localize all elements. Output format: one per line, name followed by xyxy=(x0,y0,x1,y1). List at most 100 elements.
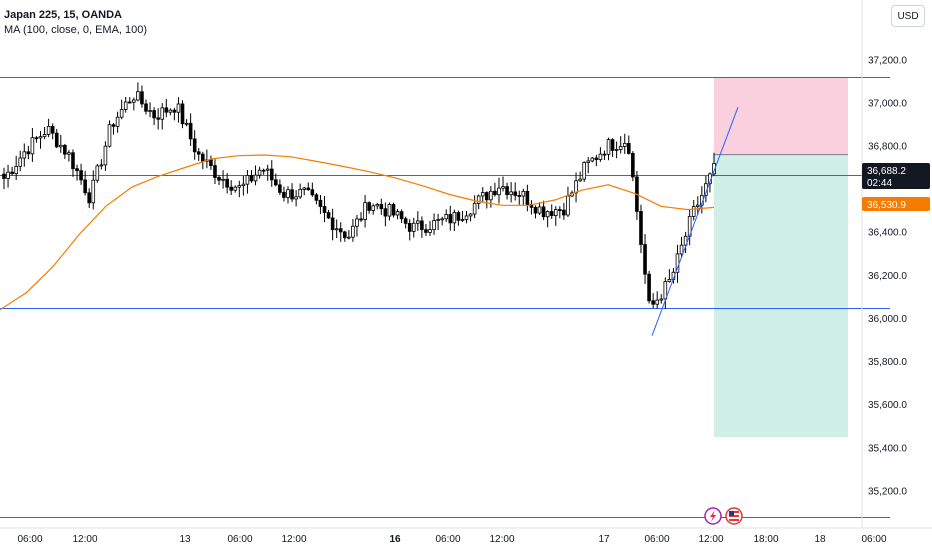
candle-body xyxy=(545,211,550,218)
lightning-event-icon[interactable] xyxy=(704,507,722,525)
time-tick-label: 16 xyxy=(389,534,401,545)
candle-body xyxy=(229,186,234,191)
candle-body xyxy=(334,228,339,231)
position-zones xyxy=(714,77,848,437)
time-tick-label: 18:00 xyxy=(753,534,778,545)
price-tag-countdown: 02:44 xyxy=(867,178,892,189)
price-tick-label: 35,600.0 xyxy=(868,400,907,411)
candle-body xyxy=(614,149,619,151)
ema-layer xyxy=(0,154,715,311)
candle-body xyxy=(562,209,566,216)
horizontal-levels xyxy=(0,77,890,518)
candle-body xyxy=(265,168,270,171)
candle-body xyxy=(249,175,254,182)
candle-body xyxy=(347,236,351,239)
candle-body xyxy=(480,192,485,197)
candle-body xyxy=(501,186,505,189)
candle-body xyxy=(456,212,461,221)
candle-body xyxy=(330,217,335,231)
candle-body xyxy=(290,189,294,200)
candle-body xyxy=(282,191,286,198)
candle-body xyxy=(387,204,392,217)
candle-body xyxy=(176,103,181,113)
trendline[interactable] xyxy=(651,107,739,336)
time-axis[interactable]: 06:00 12:00 13 06:00 12:00 16 06:00 12:00 17 06:0… xyxy=(17,534,886,545)
candle-body xyxy=(606,139,611,155)
candle-body xyxy=(10,171,14,174)
candle-body xyxy=(691,206,696,217)
candle-body xyxy=(63,144,67,155)
candle-body xyxy=(200,153,205,162)
candle-body xyxy=(517,195,522,197)
price-tick-label: 36,200.0 xyxy=(868,271,907,282)
candle-body xyxy=(375,204,380,207)
candle-body xyxy=(278,184,282,193)
candle-body xyxy=(75,168,79,172)
candle-body xyxy=(18,157,23,167)
candle-body xyxy=(395,211,400,216)
candle-body xyxy=(38,136,43,139)
candle-body xyxy=(436,219,440,221)
candle-body xyxy=(367,202,371,211)
candle-body xyxy=(79,170,83,181)
candle-body xyxy=(160,107,165,120)
time-tick-label: 06:00 xyxy=(435,534,460,545)
candle-body xyxy=(71,152,75,170)
us-flag-event-icon[interactable] xyxy=(725,507,743,525)
candle-body xyxy=(464,215,469,220)
candle-body xyxy=(237,185,242,188)
candle-body xyxy=(306,187,311,191)
candle-body xyxy=(119,109,124,118)
time-tick-label: 13 xyxy=(179,534,191,545)
indicator-legend[interactable]: MA (100, close, 0, EMA, 100) xyxy=(4,24,148,36)
candle-body xyxy=(424,229,428,233)
candle-body xyxy=(631,153,635,178)
stop-loss-zone[interactable] xyxy=(714,77,848,155)
candle-body xyxy=(322,206,327,213)
candle-body xyxy=(127,101,132,104)
candle-body xyxy=(566,195,570,216)
candle-body xyxy=(50,126,55,134)
candle-body xyxy=(407,222,412,232)
candle-body xyxy=(2,173,6,179)
candle-body xyxy=(87,192,92,204)
candle-body xyxy=(298,188,302,198)
candle-body xyxy=(476,195,481,204)
candle-body xyxy=(221,178,225,181)
candle-body xyxy=(326,212,331,219)
candle-body xyxy=(257,169,262,176)
currency-button[interactable]: USD xyxy=(891,5,925,27)
candle-body xyxy=(136,91,140,101)
candle-body xyxy=(712,163,716,175)
candle-body xyxy=(156,117,160,120)
candle-body xyxy=(448,214,453,224)
candle-body xyxy=(602,153,607,156)
candle-body xyxy=(180,103,185,125)
candle-body xyxy=(302,187,307,190)
candle-body xyxy=(578,178,582,182)
candle-body xyxy=(525,190,530,205)
candle-body xyxy=(647,273,651,302)
time-tick-label: 12:00 xyxy=(281,534,306,545)
candle-body xyxy=(83,179,87,194)
candle-body xyxy=(533,206,538,214)
price-axis[interactable]: 37,200.0 37,000.0 36,800.0 36,400.0 36,200.0… xyxy=(868,55,907,497)
candle-body xyxy=(42,134,47,138)
candle-body xyxy=(294,196,298,200)
candle-body xyxy=(489,190,493,201)
candle-body xyxy=(582,162,586,180)
candle-body xyxy=(103,145,108,166)
candle-body xyxy=(168,109,173,113)
take-profit-zone[interactable] xyxy=(714,154,848,437)
candle-body xyxy=(111,124,116,127)
candle-body xyxy=(351,225,355,238)
candle-body xyxy=(22,151,27,159)
candle-body xyxy=(148,110,152,112)
candle-body xyxy=(245,175,250,185)
ema-line[interactable] xyxy=(0,154,715,311)
symbol-title[interactable]: Japan 225, 15, OANDA xyxy=(4,9,122,21)
candle-body xyxy=(444,214,449,220)
candle-body xyxy=(493,190,497,196)
candle-body xyxy=(505,186,509,196)
